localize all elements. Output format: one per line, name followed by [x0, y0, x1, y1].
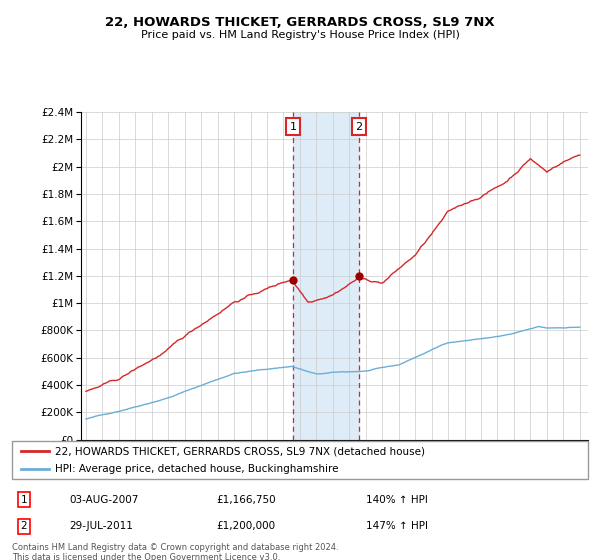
Text: 22, HOWARDS THICKET, GERRARDS CROSS, SL9 7NX: 22, HOWARDS THICKET, GERRARDS CROSS, SL9… — [105, 16, 495, 29]
Text: £1,200,000: £1,200,000 — [216, 521, 275, 531]
Text: 2: 2 — [355, 122, 362, 132]
Text: £1,166,750: £1,166,750 — [216, 494, 275, 505]
Text: HPI: Average price, detached house, Buckinghamshire: HPI: Average price, detached house, Buck… — [55, 464, 338, 474]
Bar — [293, 112, 359, 440]
Text: Price paid vs. HM Land Registry's House Price Index (HPI): Price paid vs. HM Land Registry's House … — [140, 30, 460, 40]
Text: 03-AUG-2007: 03-AUG-2007 — [69, 494, 139, 505]
Text: 2: 2 — [20, 521, 28, 531]
Text: 1: 1 — [20, 494, 28, 505]
Text: 29-JUL-2011: 29-JUL-2011 — [69, 521, 133, 531]
FancyBboxPatch shape — [12, 441, 588, 479]
Text: Contains HM Land Registry data © Crown copyright and database right 2024.
This d: Contains HM Land Registry data © Crown c… — [12, 543, 338, 560]
Text: 147% ↑ HPI: 147% ↑ HPI — [366, 521, 428, 531]
Text: 140% ↑ HPI: 140% ↑ HPI — [366, 494, 428, 505]
Text: 22, HOWARDS THICKET, GERRARDS CROSS, SL9 7NX (detached house): 22, HOWARDS THICKET, GERRARDS CROSS, SL9… — [55, 446, 425, 456]
Text: 1: 1 — [290, 122, 296, 132]
